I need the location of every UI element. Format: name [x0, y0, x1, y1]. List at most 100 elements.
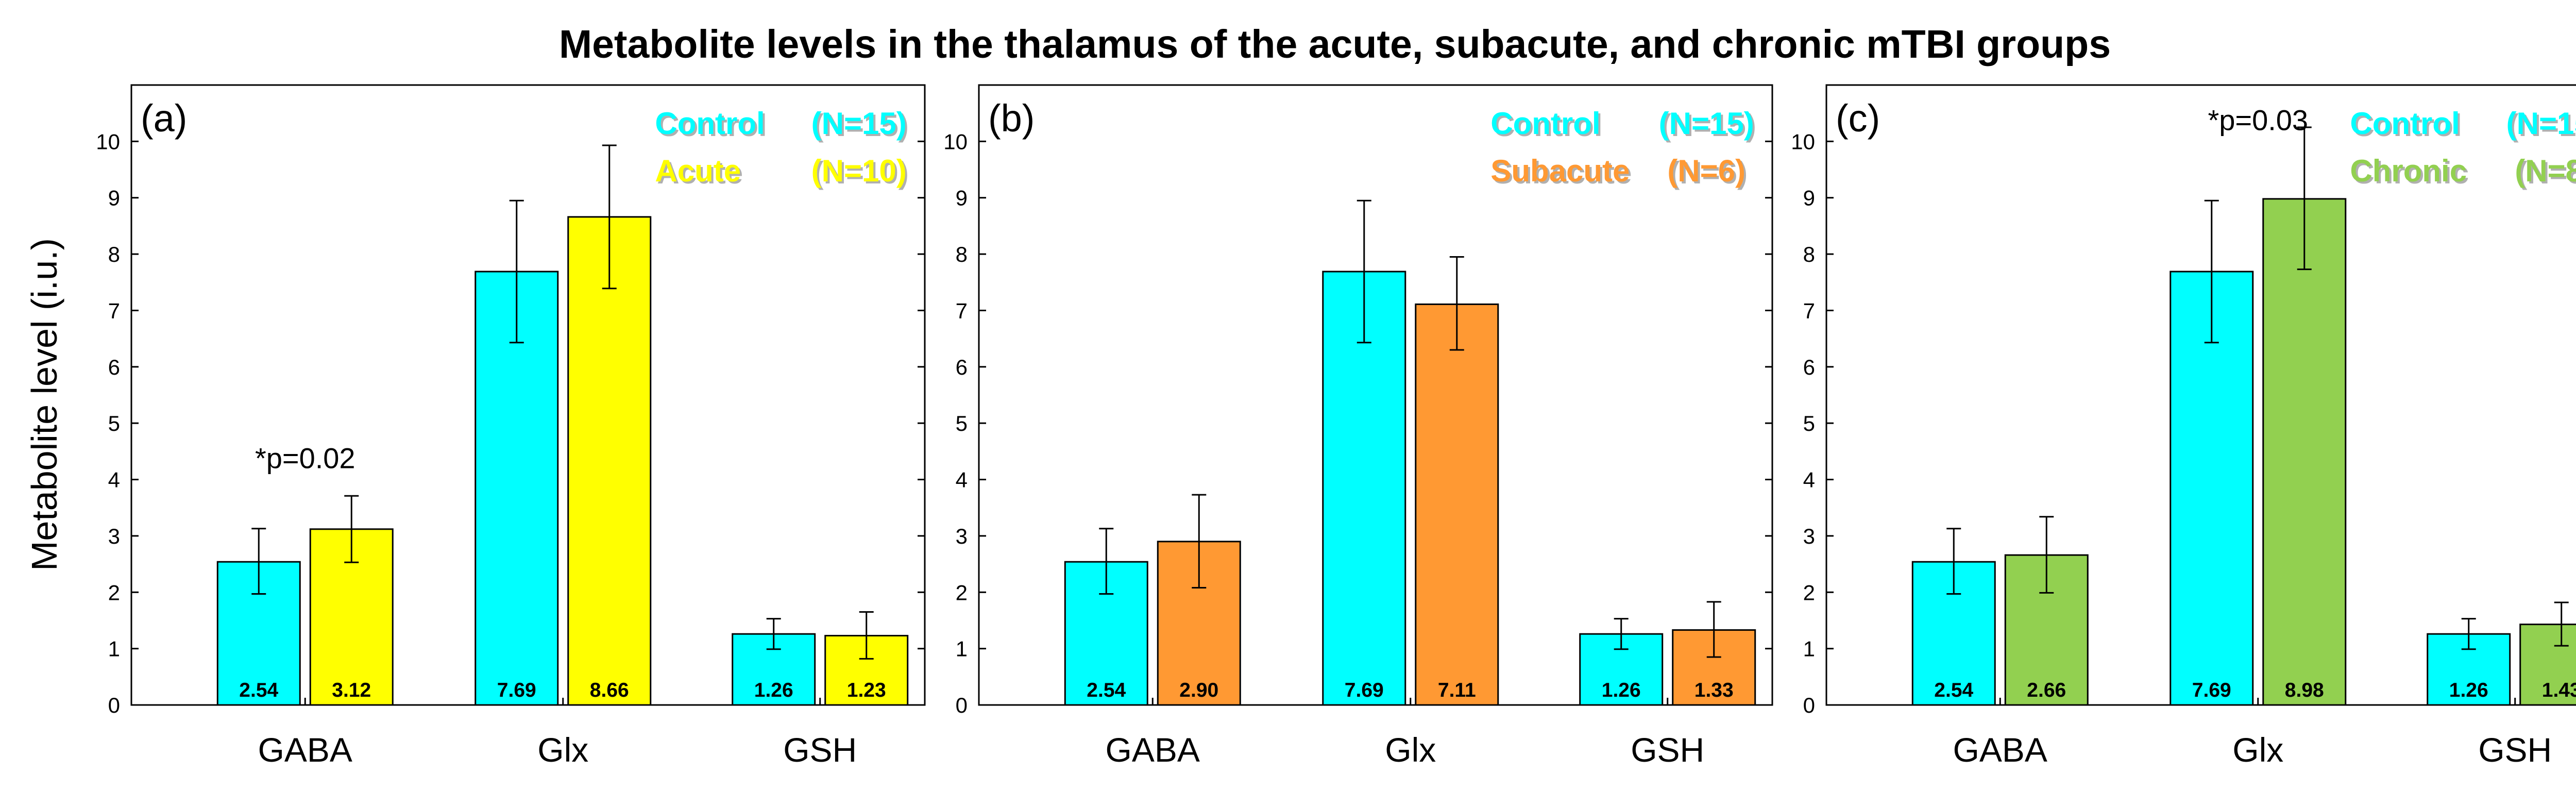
data-label: 8.66 — [590, 679, 629, 701]
legend-entry-name: Chronic — [2350, 154, 2467, 188]
data-label: 2.66 — [2027, 679, 2066, 701]
data-label: 1.43 — [2542, 679, 2576, 701]
legend-shadow: (N=15) — [1661, 108, 1756, 143]
legend-shadow: (N=15) — [2509, 108, 2576, 143]
data-label: 2.54 — [1087, 679, 1126, 701]
legend-shadow: (N=10) — [814, 156, 909, 190]
data-label: 2.54 — [1934, 679, 1973, 701]
legend-entry-name: Control — [1490, 106, 1600, 141]
y-tick-label: 8 — [1803, 242, 1815, 266]
x-category-label: Glx — [2232, 731, 2283, 769]
data-label: 7.69 — [1345, 679, 1384, 701]
legend-entry-n: (N=10) — [811, 154, 907, 188]
y-tick-label: 2 — [108, 580, 120, 604]
bar — [474, 271, 559, 706]
x-category-label: GABA — [1953, 731, 2047, 769]
panel-label: (c) — [1836, 97, 1880, 140]
x-category-label: Glx — [1385, 731, 1436, 769]
significance-annotation: *p=0.03 — [2208, 104, 2308, 136]
legend-entry-name: Control — [655, 106, 765, 141]
y-tick-label: 6 — [1803, 355, 1815, 379]
chart-panel: 0 1 2 3 4 5 6 7 8 9 10 (b) GABA 2.54 2.90 Glx 7.69 7.11 GS… — [943, 84, 1773, 769]
y-tick-label: 3 — [956, 524, 968, 548]
y-tick-label: 2 — [1803, 580, 1815, 604]
legend-entry-name: Subacute — [1490, 154, 1630, 188]
data-label: 8.98 — [2285, 679, 2324, 701]
legend-entry-n: (N=15) — [1659, 106, 1754, 141]
legend-entry-n: (N=15) — [2506, 106, 2576, 141]
legend-shadow: Subacute — [1493, 156, 1632, 190]
data-label: 7.11 — [1438, 679, 1476, 701]
y-tick-label: 5 — [956, 411, 968, 435]
data-label: 1.26 — [754, 679, 793, 701]
data-label: 7.69 — [497, 679, 536, 701]
legend-shadow: Chronic — [2352, 156, 2469, 190]
y-axis-label: Metabolite level (i.u.) — [24, 238, 64, 571]
y-tick-label: 10 — [943, 129, 968, 154]
legend-shadow: (N=8) — [2517, 156, 2576, 190]
chart-title: Metabolite levels in the thalamus of the… — [559, 22, 2111, 66]
y-tick-label: 7 — [956, 298, 968, 323]
y-tick-label: 1 — [1803, 637, 1815, 661]
y-tick-label: 9 — [956, 186, 968, 210]
y-tick-label: 8 — [108, 242, 120, 266]
legend-shadow: (N=6) — [1669, 156, 1748, 190]
data-label: 1.26 — [1602, 679, 1641, 701]
legend-entry-n: (N=8) — [2515, 154, 2576, 188]
legend-shadow: Control — [1493, 108, 1602, 143]
bar — [2519, 624, 2576, 706]
legend-entry-name: Acute — [655, 154, 741, 188]
data-label: 3.12 — [332, 679, 371, 701]
y-tick-label: 7 — [108, 298, 120, 323]
y-tick-label: 10 — [1791, 129, 1815, 154]
y-tick-label: 4 — [108, 468, 120, 492]
x-category-label: GSH — [1631, 731, 1704, 769]
y-tick-label: 4 — [1803, 468, 1815, 492]
y-tick-label: 6 — [956, 355, 968, 379]
data-label: 1.26 — [2449, 679, 2488, 701]
y-tick-label: 6 — [108, 355, 120, 379]
data-label: 1.23 — [847, 679, 886, 701]
y-tick-label: 3 — [108, 524, 120, 548]
panel-label: (a) — [141, 97, 187, 140]
legend-shadow: Control — [2352, 108, 2462, 143]
bar — [1322, 271, 1406, 706]
legend-entry-name: Control — [2350, 106, 2460, 141]
x-category-label: Glx — [537, 731, 588, 769]
bar — [2262, 198, 2347, 706]
bar — [1415, 303, 1499, 706]
y-tick-label: 1 — [956, 637, 968, 661]
y-tick-label: 7 — [1803, 298, 1815, 323]
y-tick-label: 8 — [956, 242, 968, 266]
y-tick-label: 9 — [108, 186, 120, 210]
data-label: 7.69 — [2192, 679, 2231, 701]
y-tick-label: 10 — [96, 129, 120, 154]
data-label: 2.90 — [1179, 679, 1218, 701]
y-tick-label: 0 — [108, 693, 120, 717]
data-label: 1.33 — [1694, 679, 1734, 701]
chart-panel: 0 1 2 3 4 5 6 7 8 9 10 (c) GABA 2.54 2.66 Glx 7.69 8.98 GS… — [1791, 84, 2576, 769]
y-tick-label: 2 — [956, 580, 968, 604]
chart-panel: 0 1 2 3 4 5 6 7 8 9 10 (a) GABA 2.54 3.12 Glx 7.69 8.66 GS… — [96, 84, 926, 769]
x-category-label: GABA — [258, 731, 352, 769]
bar — [2170, 271, 2254, 706]
bar — [567, 216, 652, 706]
y-tick-label: 0 — [956, 693, 968, 717]
x-category-label: GSH — [2478, 731, 2552, 769]
data-label: 2.54 — [239, 679, 278, 701]
x-category-label: GABA — [1106, 731, 1200, 769]
legend-shadow: Control — [657, 108, 767, 143]
y-tick-label: 1 — [108, 637, 120, 661]
y-tick-label: 9 — [1803, 186, 1815, 210]
legend-shadow: (N=15) — [814, 108, 909, 143]
y-tick-label: 5 — [1803, 411, 1815, 435]
legend-shadow: Acute — [657, 156, 743, 190]
y-tick-label: 3 — [1803, 524, 1815, 548]
x-category-label: GSH — [783, 731, 857, 769]
y-tick-label: 5 — [108, 411, 120, 435]
panel-label: (b) — [988, 97, 1035, 140]
legend-entry-n: (N=6) — [1667, 154, 1745, 188]
legend-entry-n: (N=15) — [811, 106, 907, 141]
